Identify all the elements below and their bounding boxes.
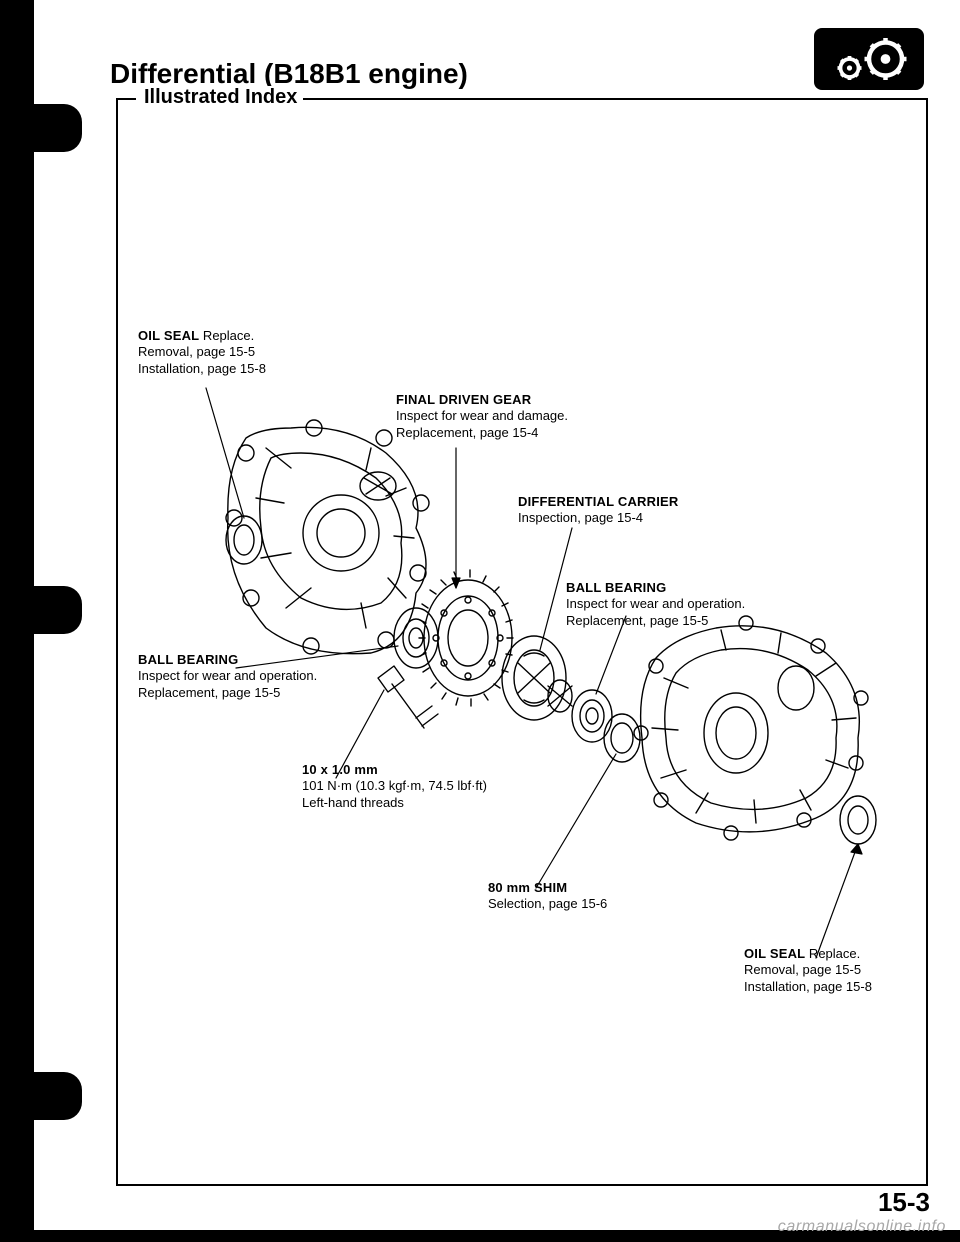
- callout-line: Inspection, page 15-4: [518, 510, 678, 526]
- callout-lead: BALL BEARING: [566, 580, 666, 595]
- callout-line: Inspect for wear and operation.: [138, 668, 317, 684]
- callout-bolt-spec: 10 x 1.0 mm 101 N·m (10.3 kgf·m, 74.5 lb…: [302, 762, 487, 811]
- callout-line: Removal, page 15-5: [138, 344, 266, 360]
- callout-line: 101 N·m (10.3 kgf·m, 74.5 lbf·ft): [302, 778, 487, 794]
- callout-lead: 10 x 1.0 mm: [302, 762, 378, 777]
- callout-line: Replacement, page 15-5: [566, 613, 745, 629]
- callout-lead: BALL BEARING: [138, 652, 238, 667]
- content-frame: [116, 98, 928, 1186]
- callout-line: Left-hand threads: [302, 795, 487, 811]
- callout-line: Replacement, page 15-5: [138, 685, 317, 701]
- callout-final-driven-gear: FINAL DRIVEN GEAR Inspect for wear and d…: [396, 392, 568, 441]
- callout-oil-seal-top: OIL SEAL Replace. Removal, page 15-5 Ins…: [138, 328, 266, 377]
- callout-lead: FINAL DRIVEN GEAR: [396, 392, 531, 407]
- callout-line: Replacement, page 15-4: [396, 425, 568, 441]
- callout-line: Removal, page 15-5: [744, 962, 872, 978]
- callout-shim: 80 mm SHIM Selection, page 15-6: [488, 880, 607, 913]
- callout-lead: OIL SEAL: [138, 328, 199, 343]
- callout-line: Inspect for wear and operation.: [566, 596, 745, 612]
- callout-lead: 80 mm SHIM: [488, 880, 567, 895]
- page: Differential (B18B1 engine): [0, 0, 960, 1242]
- callout-diff-carrier: DIFFERENTIAL CARRIER Inspection, page 15…: [518, 494, 678, 527]
- callout-ball-bearing-left: BALL BEARING Inspect for wear and operat…: [138, 652, 317, 701]
- callout-lead: OIL SEAL: [744, 946, 805, 961]
- binder-tab-2: [34, 586, 82, 634]
- callout-line: Installation, page 15-8: [138, 361, 266, 377]
- callout-line: Selection, page 15-6: [488, 896, 607, 912]
- callout-afterlead: Replace.: [199, 328, 254, 343]
- callout-lead: DIFFERENTIAL CARRIER: [518, 494, 678, 509]
- callout-afterlead: Replace.: [805, 946, 860, 961]
- callout-oil-seal-bottom: OIL SEAL Replace. Removal, page 15-5 Ins…: [744, 946, 872, 995]
- callout-ball-bearing-right: BALL BEARING Inspect for wear and operat…: [566, 580, 745, 629]
- binder-tab-1: [34, 104, 82, 152]
- watermark: carmanualsonline.info: [778, 1218, 946, 1236]
- callout-line: Inspect for wear and damage.: [396, 408, 568, 424]
- gear-icon: [814, 28, 924, 90]
- page-number: 15-3: [878, 1187, 930, 1218]
- callout-line: Installation, page 15-8: [744, 979, 872, 995]
- frame-label: Illustrated Index: [138, 86, 303, 109]
- binder-tab-3: [34, 1072, 82, 1120]
- scan-edge-left: [0, 0, 34, 1230]
